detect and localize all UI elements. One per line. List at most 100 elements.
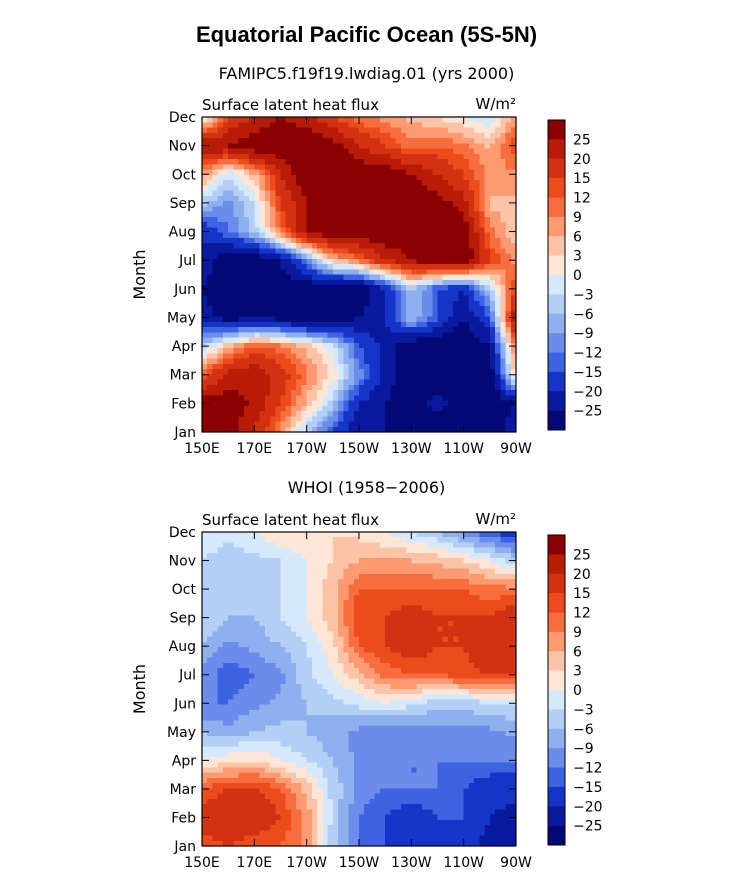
heatmap-cell	[290, 211, 297, 218]
heatmap-cell	[338, 201, 344, 207]
heatmap-cell	[228, 421, 234, 428]
heatmap-cell	[285, 216, 292, 223]
heatmap-cell	[390, 206, 397, 213]
heatmap-cell	[379, 390, 386, 396]
heatmap-cell	[400, 248, 407, 255]
heatmap-cell	[207, 594, 214, 601]
colorbar-label: −9	[573, 326, 594, 342]
heatmap-cell	[228, 232, 234, 239]
heatmap-cell	[500, 584, 507, 591]
heatmap-cell	[343, 211, 350, 218]
heatmap-cell	[264, 358, 271, 365]
heatmap-cell	[500, 290, 507, 297]
heatmap-cell	[249, 395, 255, 402]
heatmap-cell	[364, 610, 371, 617]
heatmap-cell	[285, 300, 292, 307]
heatmap-cell	[317, 589, 323, 596]
heatmap-cell	[285, 248, 292, 255]
heatmap-cell	[212, 332, 219, 339]
heatmap-cell	[322, 258, 329, 265]
heatmap-cell	[233, 295, 240, 302]
heatmap-cell	[510, 532, 517, 538]
heatmap-cell	[505, 300, 512, 307]
heatmap-cell	[395, 264, 402, 270]
heatmap-cell	[505, 295, 512, 302]
heatmap-cell	[207, 311, 214, 318]
heatmap-cell	[243, 390, 250, 396]
heatmap-cell	[275, 384, 282, 391]
heatmap-cell	[306, 426, 313, 433]
heatmap-cell	[432, 195, 439, 202]
heatmap-cell	[479, 169, 486, 176]
heatmap-cell	[311, 222, 318, 228]
heatmap-cell	[207, 216, 214, 223]
heatmap-cell	[385, 174, 391, 181]
heatmap-cell	[458, 610, 465, 617]
heatmap-cell	[243, 620, 250, 627]
heatmap-cell	[212, 227, 219, 234]
heatmap-cell	[379, 269, 386, 276]
heatmap-cell	[463, 232, 470, 239]
heatmap-cell	[463, 290, 470, 297]
heatmap-cell	[406, 552, 412, 559]
heatmap-cell	[385, 164, 391, 171]
heatmap-cell	[285, 641, 292, 648]
heatmap-cell	[301, 542, 308, 549]
heatmap-cell	[311, 620, 318, 627]
heatmap-cell	[510, 316, 517, 323]
heatmap-cell	[275, 311, 282, 318]
heatmap-cell	[474, 185, 480, 192]
heatmap-cell	[311, 532, 318, 538]
heatmap-cell	[479, 384, 486, 391]
heatmap-cell	[275, 369, 282, 375]
heatmap-cell	[447, 138, 454, 144]
heatmap-cell	[416, 390, 423, 396]
heatmap-cell	[332, 584, 339, 591]
heatmap-cell	[510, 279, 517, 286]
heatmap-cell	[395, 610, 402, 617]
heatmap-cell	[385, 563, 391, 570]
heatmap-cell	[280, 264, 287, 270]
heatmap-cell	[453, 411, 460, 417]
heatmap-cell	[207, 589, 214, 596]
heatmap-cell	[442, 411, 449, 417]
heatmap-cell	[510, 405, 517, 412]
heatmap-cell	[442, 153, 449, 160]
heatmap-cell	[468, 353, 475, 360]
heatmap-cell	[322, 600, 329, 606]
heatmap-cell	[489, 552, 496, 559]
heatmap-cell	[500, 327, 507, 333]
heatmap-cell	[259, 400, 266, 407]
heatmap-cell	[479, 584, 486, 591]
colorbar-label: −3	[573, 287, 594, 303]
heatmap-cell	[421, 227, 428, 234]
colorbar-swatch	[548, 255, 565, 276]
heatmap-cell	[468, 395, 475, 402]
heatmap-cell	[207, 127, 214, 134]
heatmap-cell	[249, 138, 255, 144]
heatmap-cell	[301, 353, 308, 360]
heatmap-cell	[254, 127, 261, 134]
heatmap-cell	[202, 243, 208, 249]
heatmap-cell	[264, 185, 271, 192]
heatmap-cell	[442, 348, 449, 354]
heatmap-cell	[437, 195, 444, 202]
heatmap-cell	[254, 227, 261, 234]
heatmap-cell	[249, 201, 255, 207]
heatmap-cell	[233, 348, 240, 354]
heatmap-cell	[285, 290, 292, 297]
heatmap-cell	[332, 631, 339, 638]
heatmap-cell	[306, 342, 313, 349]
heatmap-cell	[369, 542, 376, 549]
heatmap-cell	[453, 573, 460, 580]
heatmap-cell	[474, 300, 480, 307]
heatmap-cell	[495, 274, 501, 281]
heatmap-cell	[359, 211, 365, 218]
heatmap-cell	[442, 353, 449, 360]
heatmap-cell	[505, 279, 512, 286]
heatmap-cell	[343, 584, 350, 591]
heatmap-cell	[432, 248, 439, 255]
heatmap-cell	[474, 321, 480, 328]
heatmap-cell	[447, 636, 454, 643]
heatmap-cell	[222, 206, 229, 213]
